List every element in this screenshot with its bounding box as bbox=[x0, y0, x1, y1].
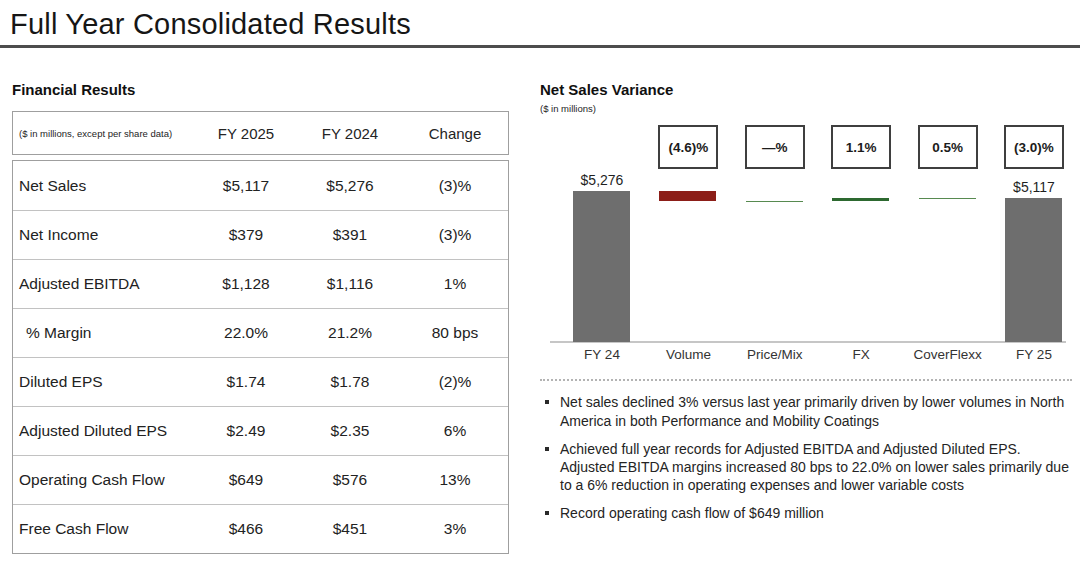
x-axis-label: FX bbox=[816, 347, 906, 362]
x-axis-label: CoverFlexx bbox=[903, 347, 993, 362]
cell-fy2025: $1,128 bbox=[194, 275, 298, 293]
row-label: Free Cash Flow bbox=[13, 520, 194, 538]
financial-table: ($ in millions, except per share data) F… bbox=[12, 111, 509, 554]
cell-change: 3% bbox=[402, 520, 508, 538]
row-label: Diluted EPS bbox=[13, 373, 194, 391]
cell-fy2025: $2.49 bbox=[194, 422, 298, 440]
table-row: % Margin22.0%21.2%80 bps bbox=[13, 308, 508, 357]
financial-table-body: Net Sales$5,117$5,276(3)%Net Income$379$… bbox=[12, 160, 509, 554]
waterfall-column-fy-24: $5,276 FY 24 bbox=[557, 117, 647, 367]
variance-pct-box: (3.0)% bbox=[1004, 125, 1064, 169]
cell-fy2024: $2.35 bbox=[298, 422, 402, 440]
table-row: Adjusted EBITDA$1,128$1,1161% bbox=[13, 259, 508, 308]
variance-pct-box: (4.6)% bbox=[658, 125, 718, 169]
waterfall-bar bbox=[659, 191, 716, 200]
waterfall-bar bbox=[746, 201, 803, 203]
row-label: Net Income bbox=[13, 226, 194, 244]
chart-units-label: ($ in millions) bbox=[540, 103, 1072, 114]
table-row: Diluted EPS$1.74$1.78(2)% bbox=[13, 357, 508, 406]
financial-results-title: Financial Results bbox=[12, 81, 509, 98]
waterfall-bar bbox=[573, 191, 630, 342]
row-label: % Margin bbox=[13, 324, 194, 342]
bullet-text: Record operating cash flow of $649 milli… bbox=[560, 504, 824, 522]
column-header-fy2025: FY 2025 bbox=[194, 125, 298, 142]
waterfall-column-fx: 1.1% FX bbox=[816, 117, 906, 367]
dotted-separator bbox=[540, 379, 1072, 381]
waterfall-bar bbox=[1005, 198, 1062, 343]
x-axis-label: Volume bbox=[643, 347, 733, 362]
chart-title: Net Sales Variance bbox=[540, 81, 1072, 98]
page-title: Full Year Consolidated Results bbox=[0, 0, 1080, 40]
cell-change: (2)% bbox=[402, 373, 508, 391]
cell-fy2024: 21.2% bbox=[298, 324, 402, 342]
cell-change: 1% bbox=[402, 275, 508, 293]
waterfall-column-volume: (4.6)% Volume bbox=[643, 117, 733, 367]
cell-fy2025: $466 bbox=[194, 520, 298, 538]
highlights-list: Net sales declined 3% versus last year p… bbox=[540, 393, 1072, 521]
row-label: Adjusted EBITDA bbox=[13, 275, 194, 293]
highlight-bullet: Record operating cash flow of $649 milli… bbox=[540, 504, 1070, 522]
cell-fy2024: $5,276 bbox=[298, 177, 402, 195]
column-header-change: Change bbox=[402, 125, 508, 142]
x-axis-label: FY 25 bbox=[989, 347, 1079, 362]
cell-fy2025: $1.74 bbox=[194, 373, 298, 391]
waterfall-bar bbox=[919, 198, 976, 200]
cell-change: 80 bps bbox=[402, 324, 508, 342]
cell-fy2024: $391 bbox=[298, 226, 402, 244]
waterfall-column-fy-25: (3.0)% $5,117 FY 25 bbox=[989, 117, 1079, 367]
x-axis-label: Price/Mix bbox=[730, 347, 820, 362]
cell-change: 13% bbox=[402, 471, 508, 489]
cell-fy2024: $1.78 bbox=[298, 373, 402, 391]
bullet-marker bbox=[540, 440, 560, 494]
row-label: Operating Cash Flow bbox=[13, 471, 194, 489]
row-label: Adjusted Diluted EPS bbox=[13, 422, 194, 440]
cell-fy2024: $576 bbox=[298, 471, 402, 489]
table-row: Adjusted Diluted EPS$2.49$2.356% bbox=[13, 406, 508, 455]
waterfall-bar bbox=[832, 198, 889, 200]
slide-content: Financial Results ($ in millions, except… bbox=[0, 48, 1080, 554]
financial-results-section: Financial Results ($ in millions, except… bbox=[12, 81, 509, 554]
bullet-text: Net sales declined 3% versus last year p… bbox=[560, 393, 1070, 429]
highlight-bullet: Achieved full year records for Adjusted … bbox=[540, 440, 1070, 494]
cell-change: (3)% bbox=[402, 226, 508, 244]
cell-fy2025: $649 bbox=[194, 471, 298, 489]
cell-fy2024: $451 bbox=[298, 520, 402, 538]
cell-change: 6% bbox=[402, 422, 508, 440]
row-label: Net Sales bbox=[13, 177, 194, 195]
x-axis-label: FY 24 bbox=[557, 347, 647, 362]
bar-value-label: $5,117 bbox=[989, 179, 1079, 195]
variance-pct-box: 1.1% bbox=[831, 125, 891, 169]
bullet-marker bbox=[540, 504, 560, 522]
cell-fy2024: $1,116 bbox=[298, 275, 402, 293]
net-sales-variance-section: Net Sales Variance ($ in millions) $5,27… bbox=[540, 81, 1072, 554]
variance-pct-box: —% bbox=[745, 125, 805, 169]
waterfall-column-price-mix: —% Price/Mix bbox=[730, 117, 820, 367]
waterfall-column-coverflexx: 0.5% CoverFlexx bbox=[903, 117, 993, 367]
bar-value-label: $5,276 bbox=[557, 172, 647, 188]
slide: Full Year Consolidated Results Financial… bbox=[0, 0, 1080, 567]
table-units-note: ($ in millions, except per share data) bbox=[13, 128, 194, 139]
cell-fy2025: $379 bbox=[194, 226, 298, 244]
waterfall-chart: $5,276 FY 24 (4.6)% Volume —% Price/Mix 1.1% FX… bbox=[540, 117, 1072, 367]
cell-change: (3)% bbox=[402, 177, 508, 195]
table-row: Net Income$379$391(3)% bbox=[13, 210, 508, 259]
bullet-marker bbox=[540, 393, 560, 429]
financial-table-header: ($ in millions, except per share data) F… bbox=[12, 111, 509, 155]
cell-fy2025: 22.0% bbox=[194, 324, 298, 342]
table-row: Free Cash Flow$466$4513% bbox=[13, 504, 508, 553]
cell-fy2025: $5,117 bbox=[194, 177, 298, 195]
highlight-bullet: Net sales declined 3% versus last year p… bbox=[540, 393, 1070, 429]
column-header-fy2024: FY 2024 bbox=[298, 125, 402, 142]
variance-pct-box: 0.5% bbox=[918, 125, 978, 169]
table-row: Operating Cash Flow$649$57613% bbox=[13, 455, 508, 504]
bullet-text: Achieved full year records for Adjusted … bbox=[560, 440, 1070, 494]
table-row: Net Sales$5,117$5,276(3)% bbox=[13, 161, 508, 210]
